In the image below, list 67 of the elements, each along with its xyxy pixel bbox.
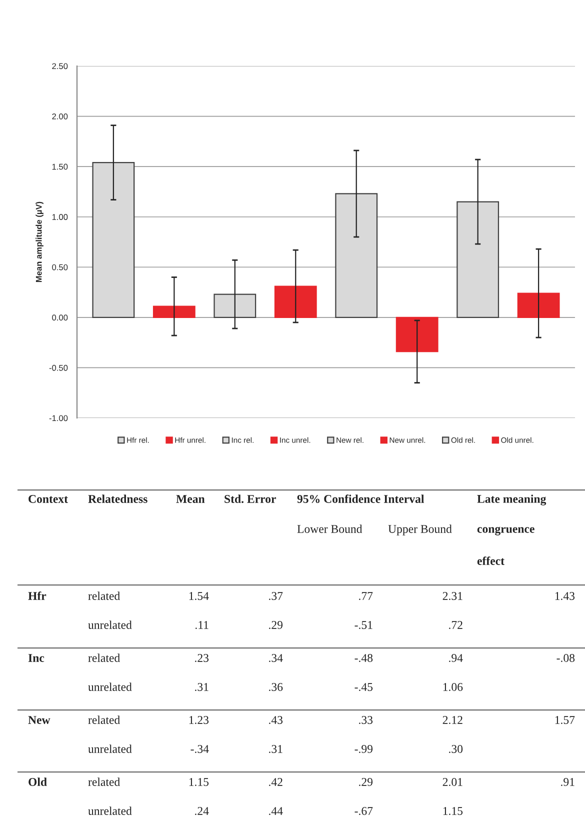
text: unrelated <box>88 620 132 629</box>
text: unrelated <box>88 806 132 815</box>
text: .94 <box>449 654 463 662</box>
text: .33 <box>359 716 373 724</box>
text: -.67 <box>354 807 373 816</box>
text: .72 <box>449 621 462 630</box>
text: .42 <box>269 778 282 786</box>
text: .44 <box>269 807 283 816</box>
text: related <box>88 654 120 662</box>
text: Context <box>28 495 68 503</box>
text: effect <box>477 556 504 565</box>
text: 1.06 <box>443 682 463 692</box>
y-tick-label: 0.00 <box>52 314 68 321</box>
text: 1.57 <box>555 716 575 724</box>
text: 1.54 <box>189 592 209 600</box>
text: Upper Bound <box>388 524 452 536</box>
text: .37 <box>269 592 283 600</box>
text: Std. Error <box>224 494 276 504</box>
y-tick-label: -1.00 <box>49 415 68 422</box>
text: .91 <box>561 778 574 786</box>
text: unrelated <box>88 682 132 691</box>
text: -.45 <box>354 683 373 692</box>
text: congruence <box>477 526 534 536</box>
text: .43 <box>269 716 283 724</box>
text: 1.23 <box>189 716 209 724</box>
text: 2.12 <box>442 716 462 724</box>
text: .24 <box>195 807 209 816</box>
text: related <box>88 716 120 724</box>
y-tick-label: 1.00 <box>52 214 68 220</box>
text: 1.15 <box>443 807 463 816</box>
y-tick-label: 2.00 <box>52 113 68 120</box>
text: Old <box>28 778 47 786</box>
y-axis-title: Mean amplitude (µV) <box>36 202 44 282</box>
text: -.08 <box>556 654 575 662</box>
text: .34 <box>269 654 283 662</box>
text: Late meaning <box>477 494 546 506</box>
text: 1.15 <box>189 778 209 786</box>
text: New <box>28 716 50 724</box>
text: .31 <box>195 683 208 692</box>
text: .29 <box>359 778 373 786</box>
text: related <box>88 592 120 600</box>
text: -.99 <box>354 745 373 754</box>
y-tick-label: -0.50 <box>49 364 68 371</box>
text: 95% Confidence Interval <box>297 494 424 503</box>
text: related <box>88 778 120 786</box>
text: .29 <box>269 621 283 630</box>
text: -.51 <box>354 621 372 630</box>
text: 1.43 <box>555 592 575 600</box>
text: Relatedness <box>88 494 148 503</box>
text: Hfr <box>28 592 46 600</box>
y-tick-label: 0.50 <box>52 264 68 270</box>
text: .31 <box>269 745 282 754</box>
text: 2.01 <box>442 778 462 786</box>
text: -.48 <box>354 654 373 662</box>
text: .11 <box>195 621 208 630</box>
text: 2.31 <box>442 592 462 600</box>
y-tick-label: 2.50 <box>52 63 68 70</box>
text: -.34 <box>190 745 209 754</box>
text: Mean <box>176 495 205 503</box>
text: Inc <box>28 654 44 662</box>
text: Lower Bound <box>297 524 362 533</box>
text: .30 <box>449 744 463 754</box>
text: .36 <box>269 683 283 692</box>
y-tick-label: 1.50 <box>52 164 68 170</box>
text: unrelated <box>88 744 132 753</box>
text: .23 <box>195 654 209 662</box>
text: .77 <box>359 592 373 600</box>
